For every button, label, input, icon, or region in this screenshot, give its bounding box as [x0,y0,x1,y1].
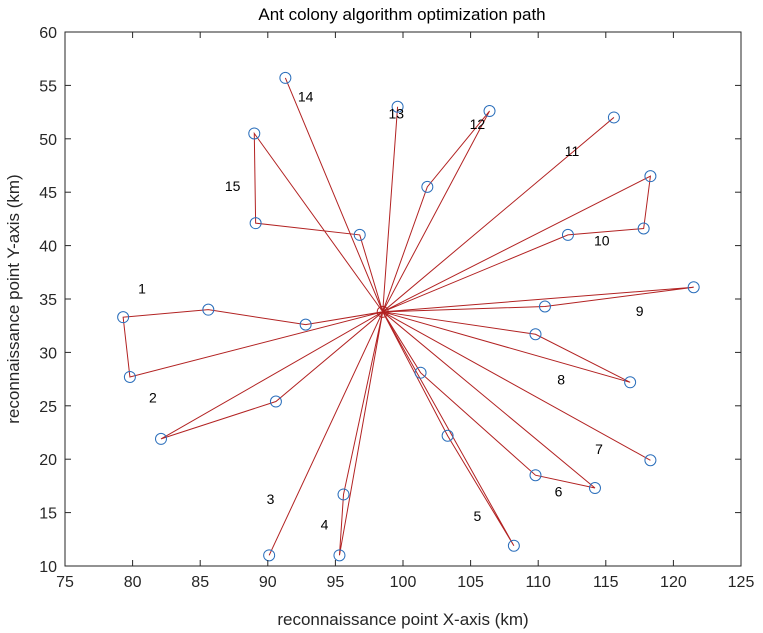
center-marker [376,305,389,318]
x-tick-label: 90 [259,574,277,591]
y-tick-label: 45 [39,185,57,202]
chart-title: Ant colony algorithm optimization path [258,5,545,24]
route-lines [122,77,694,556]
route-path-8 [382,311,631,383]
point-marker [624,376,637,389]
point-markers [117,71,700,562]
point-marker [687,281,700,294]
y-tick-label: 50 [39,132,57,149]
route-label-13: 13 [388,106,404,122]
point-marker [561,228,574,241]
point-marker [123,370,136,383]
route-label-5: 5 [473,508,481,524]
x-tick-label: 100 [390,574,417,591]
tick-labels: 75 80 85 90 95 100 105 110 115 120 125101520253035… [39,25,754,591]
y-tick-label: 35 [39,292,57,309]
x-tick-label: 125 [728,574,755,591]
x-axis-label: reconnaissance point X-axis (km) [277,610,528,629]
point-marker [279,71,292,84]
route-path-13 [382,106,399,312]
route-label-1: 1 [138,281,146,297]
y-tick-label: 60 [39,25,57,42]
point-marker [299,318,312,331]
y-tick-label: 30 [39,345,57,362]
route-path-4 [338,311,384,556]
point-marker [588,482,601,495]
route-path-11 [382,117,615,313]
point-marker [263,549,276,562]
point-marker [391,100,404,113]
point-marker [353,228,366,241]
route-label-11: 11 [565,143,580,159]
route-label-15: 15 [225,178,241,194]
point-marker [507,539,520,552]
axis-ticks [64,31,742,567]
point-marker [644,454,657,467]
x-tick-label: 120 [660,574,687,591]
point-marker [441,429,454,442]
x-tick-label: 85 [191,574,209,591]
point-marker [202,303,215,316]
route-label-10: 10 [594,233,610,249]
route-label-8: 8 [557,371,565,387]
y-tick-label: 40 [39,239,57,256]
route-label-4: 4 [321,517,329,533]
x-tick-label: 75 [56,574,74,591]
route-path-15 [253,131,384,313]
route-label-12: 12 [470,116,486,132]
point-marker [538,300,551,313]
point-marker [637,222,650,235]
point-marker [529,469,542,482]
x-tick-label: 80 [124,574,142,591]
point-marker [248,127,261,140]
y-tick-label: 25 [39,399,57,416]
y-tick-label: 10 [39,559,57,576]
point-marker [644,170,657,183]
point-marker [249,217,262,230]
route-label-14: 14 [298,88,314,104]
y-tick-label: 20 [39,452,57,469]
plot-area [64,31,742,567]
x-tick-label: 110 [525,574,551,591]
point-marker [337,488,350,501]
route-path-1 [122,309,383,378]
route-path-7 [382,311,651,461]
point-marker [414,366,427,379]
y-tick-label: 15 [39,506,57,523]
route-path-10 [382,175,652,313]
y-axis-label: reconnaissance point Y-axis (km) [4,174,23,423]
route-label-3: 3 [267,491,275,507]
point-marker [421,180,434,193]
route-label-9: 9 [636,303,644,319]
route-label-7: 7 [595,441,603,457]
x-tick-label: 105 [457,574,484,591]
x-tick-label: 115 [593,574,619,591]
point-marker [529,328,542,341]
x-tick-label: 95 [327,574,345,591]
point-marker [117,311,130,324]
route-path-12 [382,110,490,313]
route-label-6: 6 [555,484,563,500]
route-path-3 [268,311,384,556]
y-tick-label: 55 [39,78,57,95]
point-marker [483,105,496,118]
point-marker [154,432,167,445]
route-path-2 [160,311,384,440]
route-path-6 [382,311,596,489]
point-marker [269,395,282,408]
point-marker [333,549,346,562]
route-label-2: 2 [149,390,157,406]
route-path-9 [382,286,694,313]
point-marker [607,111,620,124]
